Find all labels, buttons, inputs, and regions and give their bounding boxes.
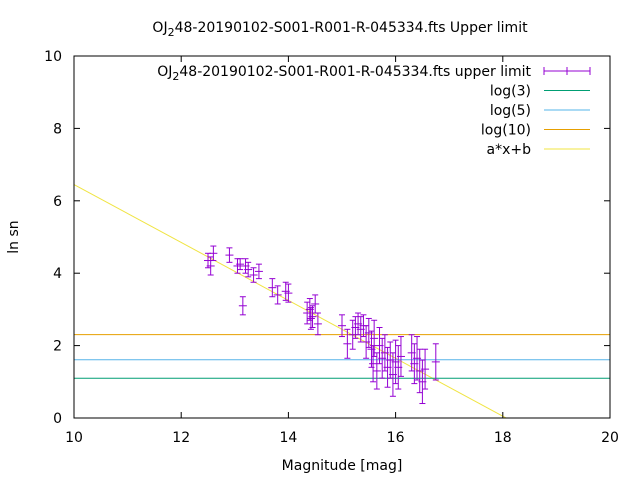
- reference-lines-layer: [74, 334, 610, 379]
- data-point: [383, 346, 392, 388]
- data-point: [348, 319, 357, 350]
- y-tick-label: 8: [53, 121, 62, 137]
- fit-line: [73, 184, 507, 419]
- data-point: [273, 285, 282, 305]
- chart-title: OJ248-20190102-S001-R001-R-045334.fts Up…: [152, 20, 528, 39]
- data-point: [421, 348, 430, 390]
- legend-label: a*x+b: [487, 142, 532, 158]
- plot-frame: [73, 55, 611, 419]
- data-point: [206, 256, 215, 276]
- data-point: [284, 283, 293, 303]
- data-point: [396, 336, 405, 377]
- legend-label: OJ248-20190102-S001-R001-R-045334.fts up…: [157, 64, 531, 83]
- axis-ticks: 10 12 14 16 18 20 0 2 4 6 8 10: [44, 49, 619, 446]
- data-point: [370, 319, 379, 357]
- data-point: [338, 314, 346, 338]
- data-point: [204, 252, 212, 269]
- y-tick-label: 10: [44, 49, 62, 65]
- legend: OJ248-20190102-S001-R001-R-045334.fts up…: [157, 64, 591, 158]
- data-points-layer: [204, 245, 440, 405]
- legend-label: log(5): [490, 103, 531, 119]
- legend-label: log(10): [481, 123, 531, 139]
- x-axis-label: Magnitude [mag]: [282, 458, 403, 474]
- x-tick-label: 16: [387, 430, 405, 446]
- y-axis-label: ln sn: [6, 220, 22, 253]
- data-point: [244, 261, 253, 278]
- data-point: [254, 263, 263, 280]
- data-point: [413, 336, 422, 381]
- title-part-2: 48-20190102-S001-R001-R-045334.fts Upper…: [175, 20, 529, 36]
- data-point: [313, 312, 322, 336]
- legend-label: log(3): [490, 84, 531, 100]
- data-point: [268, 278, 277, 298]
- x-tick-label: 20: [601, 430, 619, 446]
- y-tick-label: 2: [53, 339, 62, 355]
- y-tick-label: 0: [53, 411, 62, 427]
- fit-line-layer: [73, 184, 507, 419]
- data-point: [369, 345, 378, 383]
- x-tick-label: 14: [279, 430, 297, 446]
- data-point: [431, 343, 440, 381]
- x-tick-label: 12: [172, 430, 190, 446]
- data-point: [372, 352, 381, 390]
- y-tick-label: 6: [53, 194, 62, 210]
- y-tick-label: 4: [53, 266, 62, 282]
- data-point: [249, 267, 258, 283]
- data-point: [238, 296, 247, 316]
- data-point: [209, 245, 218, 262]
- title-subscript: 2: [168, 26, 175, 39]
- x-tick-label: 10: [65, 430, 83, 446]
- data-point: [225, 247, 234, 263]
- x-tick-label: 18: [494, 430, 512, 446]
- data-point: [343, 328, 352, 359]
- data-point: [308, 305, 317, 328]
- legend-swatch-errorbars: [543, 67, 591, 75]
- data-point: [410, 343, 419, 385]
- data-point: [375, 327, 384, 365]
- title-part-1: OJ: [152, 20, 167, 36]
- data-point: [236, 258, 245, 271]
